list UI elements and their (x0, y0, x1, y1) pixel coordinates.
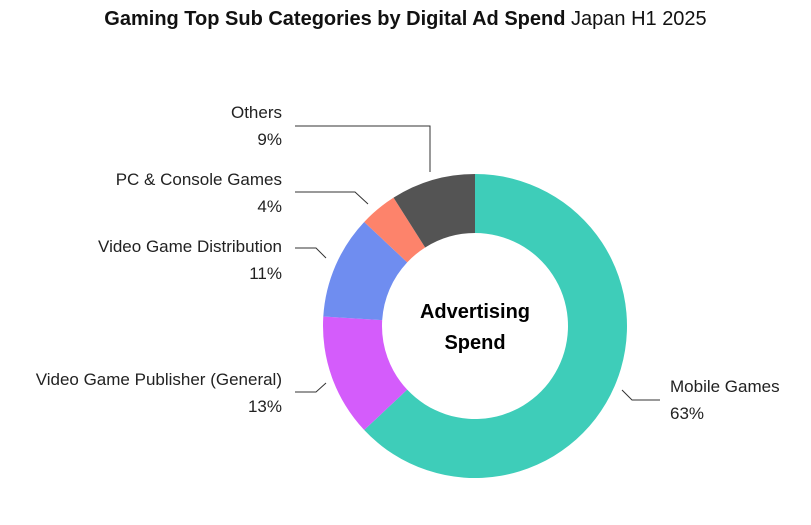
leader-line-others (295, 125, 431, 172)
label-mobile-games: Mobile Games 63% (670, 377, 780, 423)
leader-line-video-game-distribution (295, 247, 327, 259)
slice-mobile-games (364, 174, 628, 478)
label-others: Others 9% (230, 103, 282, 149)
label-video-game-distribution: Video Game Distribution 11% (98, 237, 282, 283)
slice-others (393, 174, 475, 248)
chart-title: Gaming Top Sub Categories by Digital Ad … (104, 8, 707, 30)
slice-video-game-publisher-general (323, 316, 408, 431)
leader-line-mobile-games (621, 389, 660, 401)
label-pc-console-games: PC & Console Games 4% (115, 170, 282, 216)
leader-line-pc-console (295, 191, 369, 205)
leader-line-video-game-publisher (295, 382, 327, 393)
slice-video-game-distribution (323, 221, 408, 321)
slice-pc-console-games (364, 197, 426, 263)
label-video-game-publisher: Video Game Publisher (General) 13% (35, 370, 282, 416)
leader-lines (295, 125, 660, 401)
center-label: Advertising Spend (419, 301, 531, 354)
